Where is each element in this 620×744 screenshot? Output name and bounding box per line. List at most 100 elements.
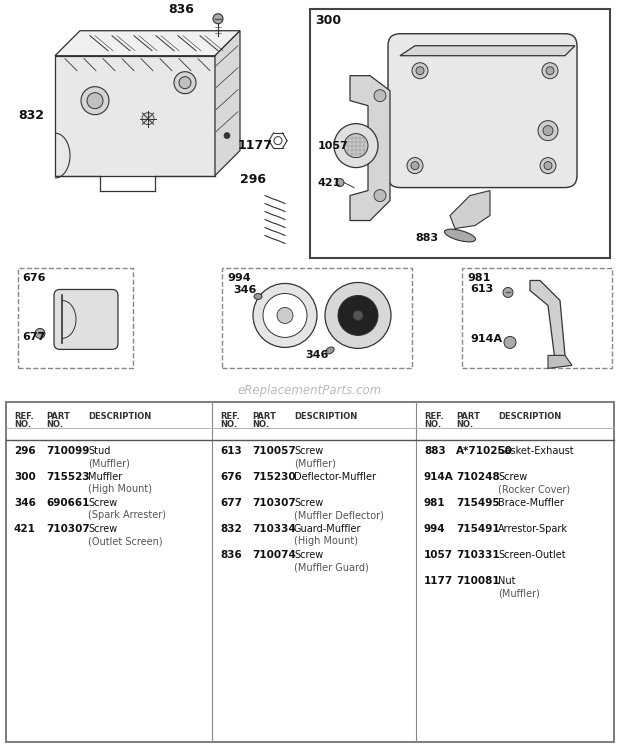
Text: 613: 613 [470,284,494,295]
FancyBboxPatch shape [388,33,577,187]
Text: 710074: 710074 [252,551,296,560]
Text: 690661: 690661 [46,498,89,508]
Circle shape [540,158,556,173]
Text: 346: 346 [14,498,36,508]
Text: 676: 676 [22,274,45,283]
Circle shape [411,161,419,170]
Polygon shape [350,76,390,220]
Circle shape [224,132,230,138]
Ellipse shape [174,71,196,94]
Circle shape [334,124,378,167]
Bar [6,403,614,742]
Polygon shape [55,56,215,176]
Text: Screen-Outlet: Screen-Outlet [498,551,565,560]
Circle shape [274,137,282,144]
Text: 677: 677 [220,498,242,508]
Text: 710331: 710331 [456,551,500,560]
Text: 914A: 914A [470,334,502,344]
Text: 346: 346 [305,350,329,360]
Text: 715230: 715230 [252,472,296,482]
Text: 981: 981 [467,274,490,283]
Circle shape [325,283,391,348]
Bar [310,9,610,258]
Text: Deflector-Muffler: Deflector-Muffler [294,472,376,482]
Circle shape [336,179,344,187]
Text: 715491: 715491 [456,525,500,534]
Text: DESCRIPTION: DESCRIPTION [294,412,357,421]
Text: Brace-Muffler: Brace-Muffler [498,498,564,508]
Circle shape [353,310,363,321]
Text: (Outlet Screen): (Outlet Screen) [88,536,162,546]
Text: NO.: NO. [46,420,63,429]
Text: (High Mount): (High Mount) [88,484,152,494]
Text: 346: 346 [233,286,257,295]
Text: 300: 300 [14,472,36,482]
Text: 710081: 710081 [456,576,500,586]
Text: Nut: Nut [498,576,515,586]
Text: PART: PART [46,412,70,421]
Bar [462,269,612,368]
Text: 883: 883 [415,233,438,243]
Text: Muffler: Muffler [88,472,122,482]
Circle shape [374,190,386,202]
Circle shape [543,126,553,135]
Polygon shape [530,280,565,360]
Text: 1177: 1177 [424,576,453,586]
Text: eReplacementParts.com: eReplacementParts.com [238,384,382,397]
Text: NO.: NO. [424,420,441,429]
Text: A*710250: A*710250 [456,446,513,456]
Text: 710334: 710334 [252,525,296,534]
Text: (Muffler): (Muffler) [498,589,540,598]
Text: Stud: Stud [88,446,110,456]
Circle shape [338,295,378,336]
Text: 710307: 710307 [46,525,90,534]
Text: Screw: Screw [498,472,527,482]
Ellipse shape [326,347,334,354]
Text: 836: 836 [168,3,194,16]
Text: DESCRIPTION: DESCRIPTION [498,412,561,421]
Ellipse shape [81,86,109,115]
Text: NO.: NO. [456,420,473,429]
Ellipse shape [254,293,262,299]
Circle shape [546,67,554,74]
Circle shape [263,293,307,338]
Circle shape [412,62,428,79]
Circle shape [503,287,513,298]
Text: 300: 300 [315,13,341,27]
Text: 1177: 1177 [238,138,273,152]
Text: 981: 981 [424,498,446,508]
Text: 914A: 914A [424,472,454,482]
Text: 994: 994 [227,274,250,283]
Text: (Muffler Deflector): (Muffler Deflector) [294,510,384,520]
Text: (Muffler Guard): (Muffler Guard) [294,562,369,572]
Circle shape [374,90,386,102]
Text: (Spark Arrester): (Spark Arrester) [88,510,166,520]
Text: 832: 832 [18,109,44,121]
Polygon shape [215,31,240,176]
Text: 710057: 710057 [252,446,296,456]
Text: REF.: REF. [220,412,240,421]
Text: 836: 836 [220,551,242,560]
Bar [222,269,412,368]
Circle shape [542,62,558,79]
Ellipse shape [87,93,103,109]
Text: (Muffler): (Muffler) [88,458,130,468]
Circle shape [253,283,317,347]
FancyBboxPatch shape [54,289,118,350]
Text: Screw: Screw [294,498,323,508]
Circle shape [344,134,368,158]
Circle shape [504,336,516,348]
Text: 1057: 1057 [424,551,453,560]
Circle shape [142,112,154,125]
Text: NO.: NO. [220,420,237,429]
Text: Gasket-Exhaust: Gasket-Exhaust [498,446,575,456]
Text: (High Mount): (High Mount) [294,536,358,546]
Text: 883: 883 [424,446,446,456]
Text: REF.: REF. [424,412,444,421]
Text: 677: 677 [22,333,45,342]
Text: 710307: 710307 [252,498,296,508]
Text: (Muffler): (Muffler) [294,458,336,468]
Text: NO.: NO. [14,420,31,429]
Text: 421: 421 [318,178,342,187]
Text: 994: 994 [424,525,446,534]
